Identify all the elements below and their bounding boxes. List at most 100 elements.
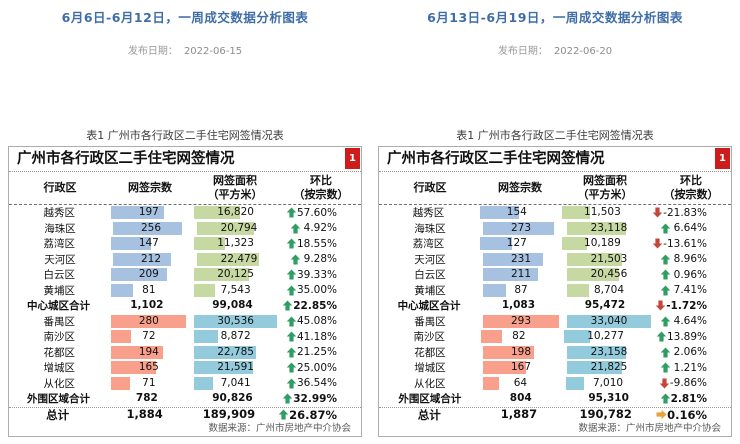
- table-row: 从化区 64 7,010 -9.86%: [379, 376, 731, 392]
- deal-count-value: 198: [510, 345, 532, 358]
- table-row: 黄埔区 81 7,543 35.00%: [9, 283, 361, 299]
- change-percent: 6.64%: [673, 222, 707, 235]
- trend-arrow-icon: [286, 378, 297, 389]
- area-databar: [567, 345, 626, 359]
- district-name: 从化区: [414, 377, 446, 390]
- count-databar: [111, 345, 164, 359]
- deal-count-cell: 82: [481, 330, 556, 344]
- column-header-count: 网签宗数: [128, 181, 172, 195]
- deal-count-value: 1,884: [126, 407, 163, 422]
- deal-area-cell: 21,503: [567, 252, 651, 266]
- change-cell: 26.87%: [269, 408, 361, 422]
- trend-arrow-icon: [660, 254, 671, 265]
- deal-area-cell: 8,704: [567, 283, 651, 297]
- deal-area-cell: 10,277: [564, 330, 647, 344]
- deal-count-cell: 197: [111, 206, 186, 220]
- deal-count-value: 1,102: [130, 299, 164, 312]
- deal-area-cell: 20,794: [197, 221, 281, 235]
- change-percent: 2.06%: [673, 346, 707, 359]
- count-databar: [482, 376, 500, 390]
- count-databar: [479, 206, 519, 220]
- change-cell: 4.64%: [651, 315, 731, 327]
- table-row: 白云区 211 20,456 0.96%: [379, 267, 731, 283]
- count-databar: [111, 376, 131, 390]
- deal-count-cell: 71: [111, 376, 186, 390]
- change-cell: 35.00%: [277, 284, 361, 296]
- deal-area-cell: 33,040: [567, 314, 651, 328]
- deal-count-cell: 1,083: [481, 299, 556, 312]
- area-databar: [194, 268, 249, 282]
- deal-area-value: 90,826: [212, 392, 253, 405]
- deal-area-value: 23,118: [590, 221, 628, 234]
- area-databar: [194, 330, 219, 344]
- deal-area-value: 11,323: [217, 237, 254, 250]
- publish-date-label: 发布日期：: [127, 46, 178, 57]
- table-row: 花都区 198 23,158 2.06%: [379, 345, 731, 361]
- count-databar: [483, 314, 559, 328]
- data-table: 广州市各行政区二手住宅网签情况 1 行政区 网签宗数 网签面积 （平方米） 环比…: [8, 146, 362, 437]
- trend-arrow-icon: [286, 331, 297, 342]
- deal-count-cell: 293: [483, 314, 559, 328]
- deal-area-value: 7,041: [220, 376, 251, 389]
- deal-area-value: 21,825: [590, 361, 628, 374]
- deal-count-cell: 147: [111, 237, 186, 251]
- area-databar: [194, 376, 214, 390]
- area-databar: [567, 252, 622, 266]
- table-row: 荔湾区 127 10,189 -13.61%: [379, 236, 731, 252]
- deal-area-cell: 20,456: [567, 268, 651, 282]
- deal-area-cell: 7,543: [194, 283, 277, 297]
- deal-count-value: 72: [142, 330, 156, 343]
- count-databar: [113, 252, 171, 266]
- deal-count-value: 147: [138, 237, 159, 250]
- table-row: 番禺区 293 33,040 4.64%: [379, 314, 731, 330]
- trend-arrow-icon: [660, 269, 671, 280]
- change-percent: 9.28%: [303, 253, 337, 266]
- district-name: 番禺区: [43, 315, 75, 328]
- deal-area-value: 16,820: [217, 206, 254, 219]
- deal-area-cell: 11,323: [194, 237, 277, 251]
- table-row: 番禺区 280 30,536 45.08%: [9, 314, 361, 330]
- deal-count-cell: 1,887: [481, 408, 556, 421]
- change-cell: 13.89%: [647, 331, 731, 343]
- trend-arrow-icon: [660, 393, 671, 404]
- deal-area-value: 23,158: [590, 345, 628, 358]
- column-header-district: 行政区: [413, 181, 447, 195]
- deal-area-cell: 21,825: [567, 361, 651, 375]
- count-databar: [483, 252, 543, 266]
- table-number-badge: 1: [715, 148, 730, 169]
- change-percent: 22.85%: [293, 299, 337, 312]
- deal-count-cell: 273: [483, 221, 559, 235]
- deal-count-cell: 1,102: [110, 299, 184, 312]
- area-databar: [567, 283, 590, 297]
- deal-area-cell: 95,310: [567, 392, 651, 405]
- table-row: 白云区 209 20,125 39.33%: [9, 267, 361, 283]
- deal-area-value: 22,479: [220, 252, 258, 265]
- deal-area-value: 10,277: [587, 330, 624, 343]
- report-panel-week1: 6月6日-6月12日，一周成交数据分析图表 发布日期： 2022-06-15 表1…: [0, 10, 370, 437]
- change-percent: 25.00%: [296, 361, 337, 374]
- change-percent: 39.33%: [296, 268, 337, 281]
- data-source-note: 数据来源：广州市房地产中介协会: [578, 423, 721, 434]
- change-percent: 35.00%: [296, 284, 337, 297]
- change-percent: -21.83%: [663, 206, 707, 219]
- deal-count-cell: 87: [483, 283, 559, 297]
- area-databar: [197, 221, 255, 235]
- trend-arrow-icon: [656, 409, 667, 420]
- change-percent: 45.08%: [296, 315, 337, 328]
- district-name: 番禺区: [414, 315, 446, 328]
- deal-count-value: 211: [510, 268, 532, 281]
- column-header-count: 网签宗数: [498, 181, 542, 195]
- area-databar: [561, 237, 587, 251]
- table-header-row: 行政区 网签宗数 网签面积 （平方米） 环比 （按宗数）: [379, 172, 731, 205]
- district-name: 增城区: [414, 362, 446, 375]
- table-title: 广州市各行政区二手住宅网签情况: [17, 151, 235, 167]
- deal-count-value: 82: [512, 330, 526, 343]
- publish-date-line: 发布日期： 2022-06-15: [0, 42, 370, 57]
- district-name: 外围区域合计: [398, 393, 462, 406]
- district-name: 白云区: [414, 269, 446, 282]
- deal-area-cell: 22,785: [194, 345, 277, 359]
- table-body: 越秀区 154 11,503 -21.83% 海珠区 273 23,118: [379, 205, 731, 422]
- deal-count-value: 280: [138, 314, 159, 327]
- deal-count-cell: 209: [111, 268, 186, 282]
- area-databar: [567, 221, 626, 235]
